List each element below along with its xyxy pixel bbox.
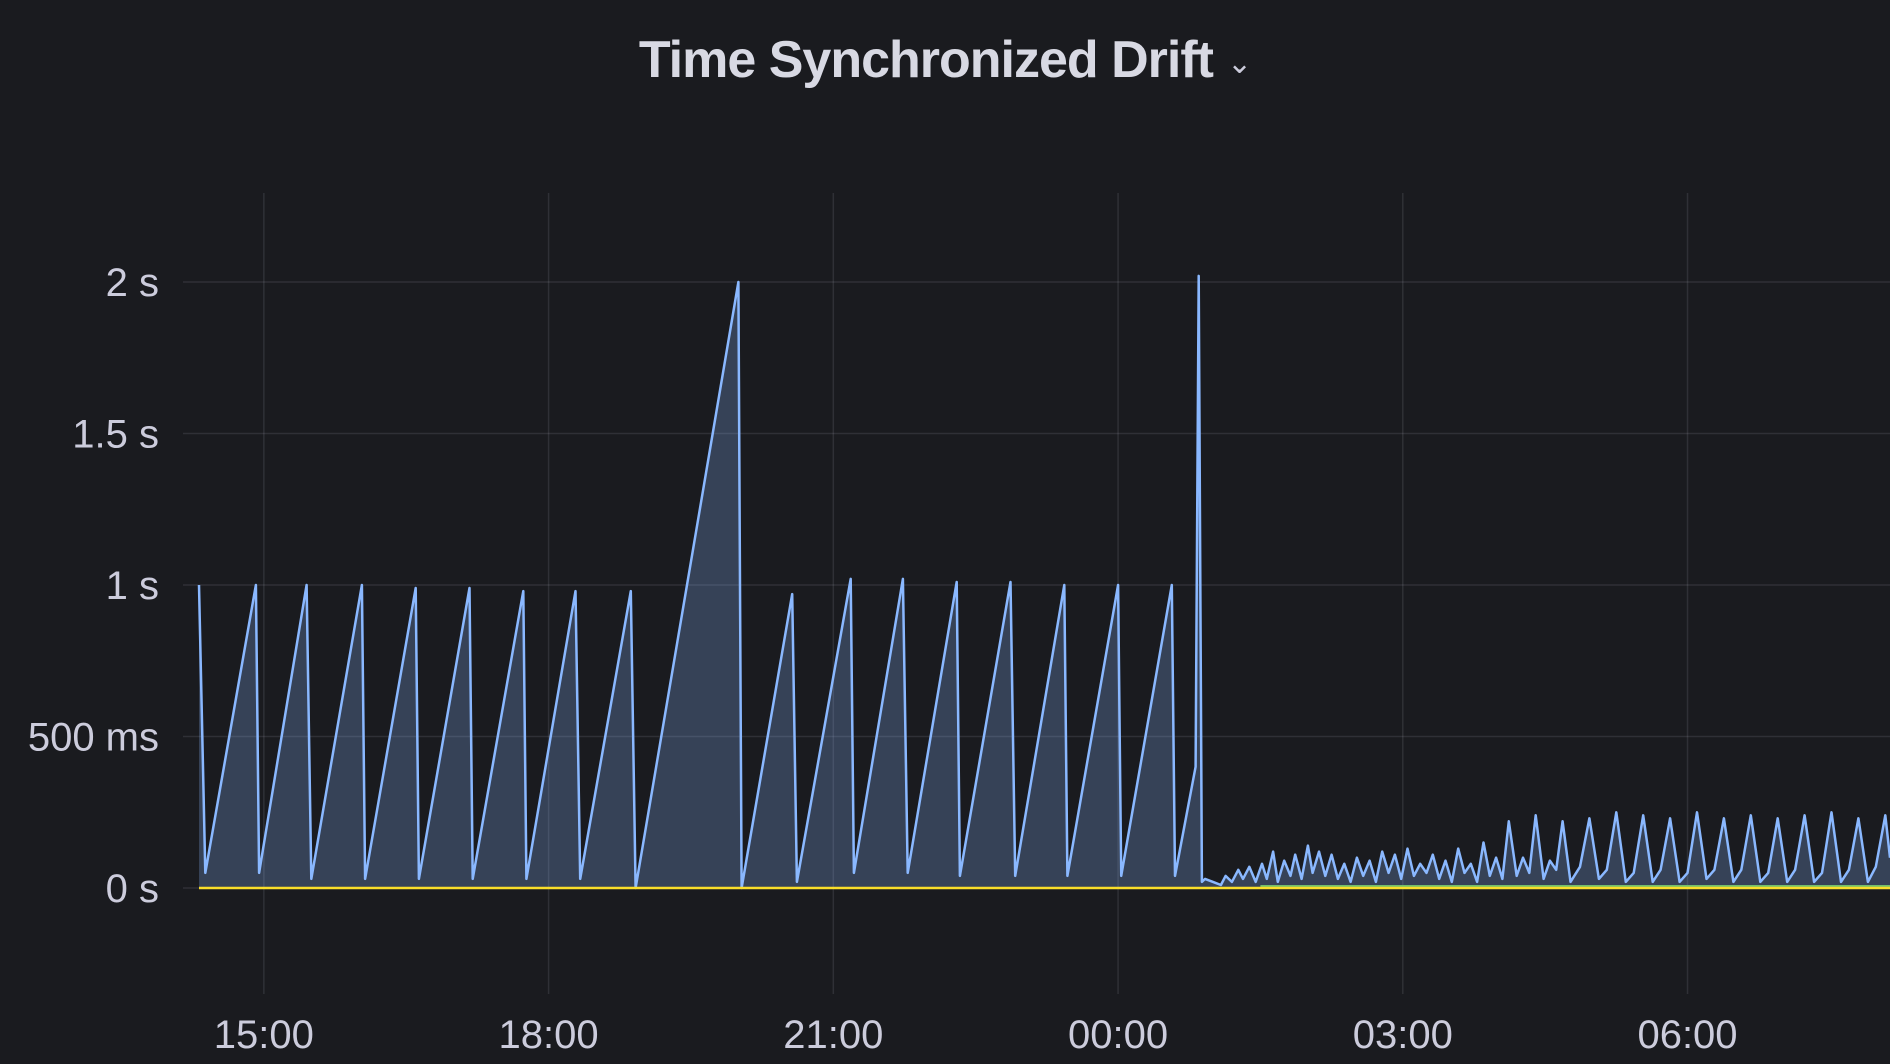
y-tick-label: 1 s xyxy=(106,564,159,608)
y-tick-label: 2 s xyxy=(106,261,159,305)
series-area-0 xyxy=(199,275,1890,888)
series-line-0 xyxy=(197,274,1890,890)
panel-title[interactable]: Time Synchronized Drift ⌄ xyxy=(0,30,1890,90)
x-tick-label: 06:00 xyxy=(1637,1013,1737,1057)
series-layer xyxy=(197,274,1890,890)
y-tick-label: 0 s xyxy=(106,867,159,911)
panel-title-text: Time Synchronized Drift xyxy=(638,31,1214,89)
y-tick-label: 500 ms xyxy=(28,716,159,760)
x-axis: 15:00 18:00 21:00 00:00 03:00 06:00 xyxy=(214,1013,1738,1057)
y-tick-label: 1.5 s xyxy=(72,413,159,457)
x-tick-label: 21:00 xyxy=(783,1013,883,1057)
x-tick-label: 18:00 xyxy=(499,1013,599,1057)
grid xyxy=(183,193,1890,994)
chevron-down-icon[interactable]: ⌄ xyxy=(1227,46,1252,80)
x-tick-label: 03:00 xyxy=(1353,1013,1453,1057)
x-tick-label: 00:00 xyxy=(1068,1013,1168,1057)
y-axis: 0 s 500 ms 1 s 1.5 s 2 s xyxy=(28,261,159,911)
x-tick-label: 15:00 xyxy=(214,1013,314,1057)
